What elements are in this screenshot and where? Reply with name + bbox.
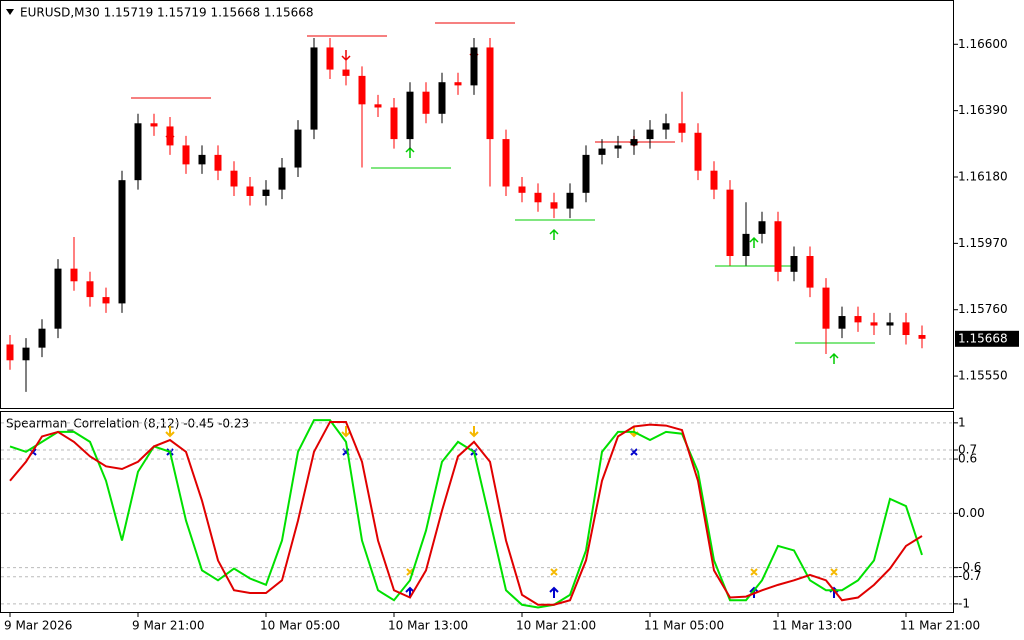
candle-body	[182, 145, 190, 165]
candle-body	[486, 47, 494, 140]
y-tick-label: -1	[958, 596, 970, 610]
candle-body	[166, 126, 174, 146]
y-tick-label: 1.15760	[958, 302, 1008, 316]
candle-body	[326, 47, 334, 70]
candle-body	[150, 123, 158, 127]
y-tick-label: 1.15970	[958, 236, 1008, 250]
candle-body	[294, 129, 302, 168]
candle-body	[662, 123, 670, 130]
candle-body	[454, 82, 462, 86]
y-tick-label: 1.16600	[958, 37, 1008, 51]
candle-body	[774, 221, 782, 272]
candle-body	[102, 297, 110, 304]
candle-body	[134, 123, 142, 181]
candle-body	[806, 256, 814, 288]
candle-body	[566, 192, 574, 209]
candle-body	[790, 256, 798, 272]
x-tick-label: 11 Mar 13:00	[772, 619, 852, 633]
price-panel	[0, 0, 954, 409]
candle-body	[854, 316, 862, 323]
candle-body	[22, 347, 30, 361]
candle-body	[342, 69, 350, 76]
candle-body	[438, 82, 446, 114]
y-tick-label: 0.00	[958, 506, 985, 520]
candle-body	[262, 189, 270, 196]
candle-body	[230, 170, 238, 187]
x-tick-label: 11 Mar 21:00	[900, 619, 980, 633]
candle-body	[470, 47, 478, 86]
indicator-panel	[0, 411, 954, 613]
candle-body	[214, 154, 222, 171]
candle-body	[278, 167, 286, 190]
candle-body	[54, 268, 62, 329]
candle-body	[710, 170, 718, 190]
candle-body	[310, 47, 318, 130]
y-tick-label: 0.6	[958, 452, 977, 466]
x-tick-label: 9 Mar 21:00	[132, 619, 205, 633]
candle-body	[518, 186, 526, 193]
candle-body	[246, 186, 254, 196]
candle-body	[390, 107, 398, 140]
y-tick-label: -0.7	[958, 569, 981, 583]
candle-body	[198, 154, 206, 165]
candle-body	[902, 322, 910, 336]
candle-body	[358, 75, 366, 105]
candle-body	[38, 328, 46, 348]
candle-body	[694, 132, 702, 171]
candle-body	[86, 281, 94, 298]
y-tick-label: 1	[958, 415, 966, 429]
y-tick-label: 1.15550	[958, 369, 1008, 383]
candle-body	[838, 316, 846, 329]
x-tick-label: 9 Mar 2026	[4, 619, 72, 633]
last-price-label: 1.15668	[958, 331, 1008, 345]
candle-body	[502, 139, 510, 187]
y-tick-label: 1.16390	[958, 103, 1008, 117]
candle-body	[422, 91, 430, 114]
candle-body	[678, 123, 686, 133]
candle-body	[550, 202, 558, 209]
candle-body	[870, 322, 878, 326]
menu-arrow[interactable]	[6, 9, 14, 15]
candle-body	[726, 189, 734, 257]
cross-marks	[406, 568, 838, 576]
chart-title: EURUSD,M30 1.15719 1.15719 1.15668 1.156…	[20, 6, 314, 20]
last-price-box	[955, 330, 1019, 347]
candle-body	[406, 91, 414, 140]
candle-body	[742, 233, 750, 257]
x-tick-label: 11 Mar 05:00	[644, 619, 724, 633]
candle-body	[614, 145, 622, 149]
candle-body	[758, 221, 766, 234]
x-tick-label: 10 Mar 21:00	[516, 619, 596, 633]
candle-body	[918, 335, 926, 339]
y-tick-label: 0.7	[958, 443, 977, 457]
candle-body	[118, 180, 126, 304]
candle-body	[6, 344, 14, 361]
indicator-line	[9, 419, 923, 609]
x-tick-label: 10 Mar 05:00	[260, 619, 340, 633]
candle-body	[646, 129, 654, 140]
indicator-title: Spearman_Correlation (8,12) -0.45 -0.23	[6, 417, 249, 431]
candle-body	[582, 154, 590, 193]
y-tick-label: 1.16180	[958, 170, 1008, 184]
candle-body	[534, 192, 542, 203]
indicator-line	[9, 420, 923, 606]
candle-body	[70, 268, 78, 282]
candle-body	[598, 148, 606, 155]
candle-body	[886, 322, 894, 326]
y-tick-label: -0.6	[958, 560, 981, 574]
candle-body	[630, 139, 638, 146]
candle-body	[374, 104, 382, 108]
candle-body	[822, 287, 830, 329]
x-tick-label: 10 Mar 13:00	[388, 619, 468, 633]
